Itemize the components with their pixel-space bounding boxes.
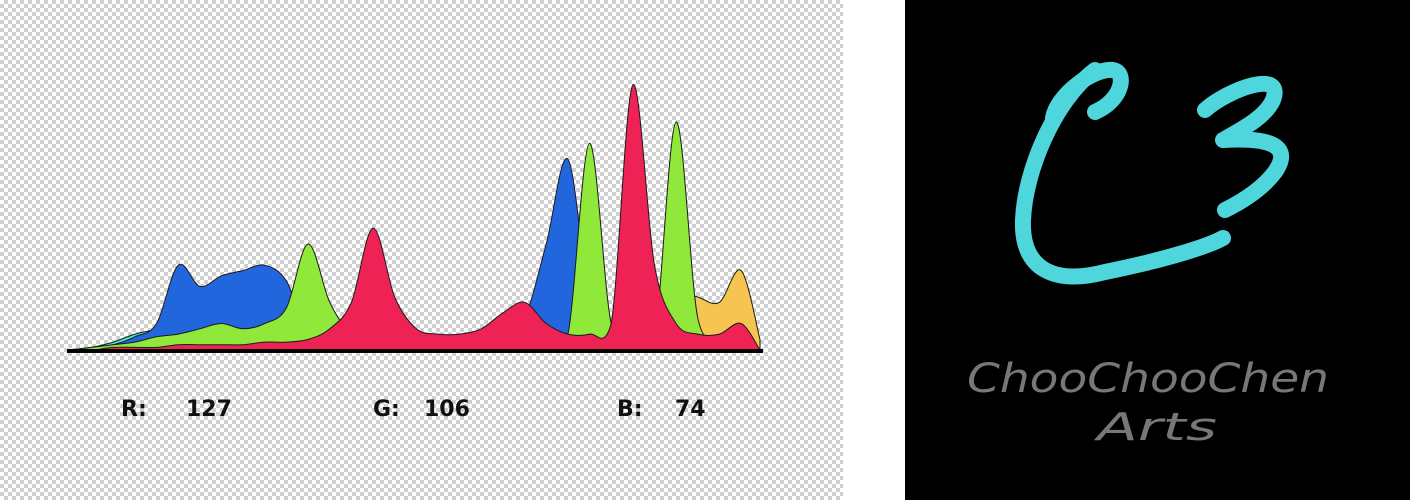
histogram-areas bbox=[69, 84, 761, 351]
histogram-panel: R: 127 G: 106 B: 74 bbox=[0, 0, 843, 500]
logo-panel: ChooChooChen Arts bbox=[905, 0, 1410, 500]
logo-text-line2: Arts bbox=[1092, 405, 1217, 449]
b-value: 74 bbox=[675, 397, 706, 422]
monogram-3-stroke bbox=[1197, 75, 1289, 218]
choochoochen-logo: ChooChooChen Arts bbox=[967, 61, 1329, 449]
r-label: R: bbox=[121, 397, 147, 422]
histogram-series-6 bbox=[69, 84, 761, 351]
logo-text-line1: ChooChooChen bbox=[967, 356, 1329, 402]
b-label: B: bbox=[617, 397, 643, 422]
monogram-c-stroke bbox=[1014, 61, 1231, 285]
g-value: 106 bbox=[424, 397, 470, 422]
c3-monogram bbox=[1014, 61, 1289, 285]
rgb-histogram-chart bbox=[67, 84, 763, 353]
r-value: 127 bbox=[186, 397, 232, 422]
rgb-readout: R: 127 G: 106 B: 74 bbox=[0, 397, 843, 431]
g-label: G: bbox=[373, 397, 400, 422]
